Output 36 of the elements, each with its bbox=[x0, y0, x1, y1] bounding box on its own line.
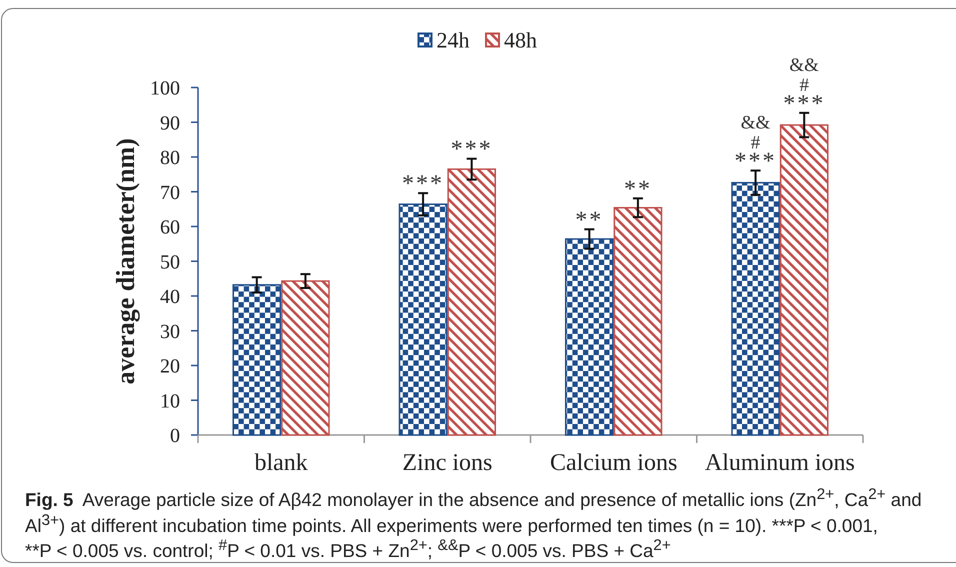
data-label: && # *** bbox=[734, 112, 777, 175]
bar bbox=[447, 168, 496, 436]
y-tick-label: 80 bbox=[160, 147, 180, 169]
y-tick-label: 60 bbox=[160, 216, 180, 238]
bar bbox=[398, 204, 448, 436]
bar bbox=[232, 284, 282, 436]
data-label: *** bbox=[402, 171, 444, 198]
bar bbox=[281, 280, 330, 436]
bar bbox=[780, 124, 829, 436]
y-tick-label: 0 bbox=[170, 425, 180, 447]
bar bbox=[614, 206, 662, 436]
y-tick-label: 10 bbox=[160, 390, 180, 412]
y-tick-label: 90 bbox=[160, 112, 180, 134]
legend-label: 48h bbox=[504, 28, 537, 53]
bar bbox=[564, 238, 614, 436]
text: Al$^{3+}$) at different incubation time points. All experiments were performed ten times (n = 10). ***P < 0.001, bbox=[25, 512, 878, 536]
bar bbox=[731, 182, 780, 436]
text: Average particle size of Aβ42 monolayer in the absence and presence of metallic ions (Zn$^{2+}$, Ca$^{2+}$ and bbox=[82, 486, 922, 510]
y-axis-title: average diameter(nm) bbox=[111, 138, 140, 384]
legend-label: 24h bbox=[436, 28, 470, 53]
y-tick-label: 40 bbox=[160, 286, 180, 308]
data-label: *** bbox=[450, 136, 493, 163]
data-label: ** bbox=[575, 207, 604, 234]
x-tick-label: Calcium ions bbox=[550, 450, 678, 476]
x-tick-label: blank bbox=[254, 450, 308, 476]
y-tick-label: 50 bbox=[160, 251, 180, 274]
x-tick-label: Aluminum ions bbox=[704, 450, 855, 476]
y-tick-label: 70 bbox=[160, 182, 180, 204]
text: **P < 0.005 vs. control; $^{#}$P < 0.01 vs. PBS + Zn$^{2+}$; $^{&&}$P < 0.005 vs. PBS + Ca$^{2+}$ bbox=[25, 537, 671, 562]
y-tick-label: 100 bbox=[150, 78, 180, 100]
x-tick-label: Zinc ions bbox=[402, 450, 492, 476]
y-tick-label: 20 bbox=[160, 356, 180, 378]
data-label: ** bbox=[624, 176, 652, 202]
caption: Fig. 5 bbox=[25, 489, 74, 510]
data-label: && # *** bbox=[783, 54, 826, 117]
y-tick-label: 30 bbox=[160, 320, 180, 343]
